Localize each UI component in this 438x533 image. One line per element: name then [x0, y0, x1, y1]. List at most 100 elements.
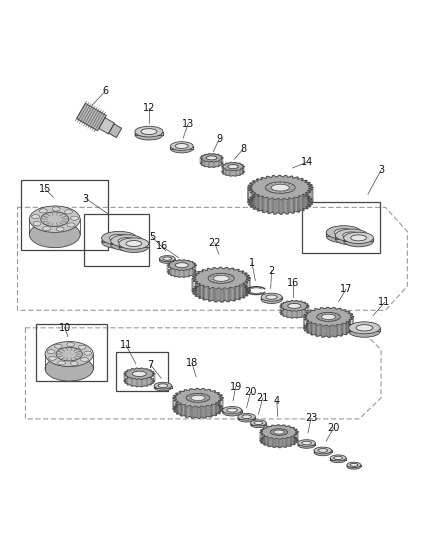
Ellipse shape [52, 207, 60, 211]
Ellipse shape [71, 216, 78, 220]
Ellipse shape [81, 358, 88, 361]
Polygon shape [336, 235, 343, 239]
Polygon shape [136, 241, 143, 245]
Polygon shape [314, 450, 318, 453]
Ellipse shape [326, 230, 361, 243]
Ellipse shape [154, 382, 172, 389]
Polygon shape [328, 450, 332, 453]
Polygon shape [277, 297, 282, 300]
Ellipse shape [67, 343, 74, 346]
Polygon shape [280, 307, 309, 318]
Text: 15: 15 [39, 183, 51, 193]
Ellipse shape [64, 210, 73, 214]
Text: 21: 21 [257, 393, 269, 403]
Ellipse shape [49, 356, 56, 360]
Ellipse shape [349, 325, 380, 337]
Ellipse shape [56, 348, 82, 361]
Ellipse shape [317, 312, 340, 321]
Ellipse shape [67, 223, 75, 227]
Polygon shape [167, 266, 196, 277]
Ellipse shape [111, 238, 143, 251]
Polygon shape [124, 368, 155, 379]
Polygon shape [129, 238, 137, 242]
Ellipse shape [170, 144, 193, 153]
Polygon shape [157, 132, 163, 135]
Text: 2: 2 [268, 266, 275, 276]
Ellipse shape [158, 384, 168, 387]
Polygon shape [248, 190, 313, 214]
Ellipse shape [39, 209, 47, 213]
Ellipse shape [318, 449, 328, 453]
Text: 5: 5 [149, 232, 155, 242]
Ellipse shape [261, 295, 282, 303]
Ellipse shape [330, 455, 346, 461]
Ellipse shape [102, 235, 137, 248]
Ellipse shape [334, 456, 343, 459]
Polygon shape [159, 259, 163, 260]
Ellipse shape [261, 293, 282, 301]
Ellipse shape [208, 273, 234, 284]
Ellipse shape [132, 371, 146, 376]
Polygon shape [326, 232, 334, 236]
Polygon shape [135, 132, 141, 135]
Ellipse shape [266, 295, 277, 300]
Ellipse shape [71, 361, 78, 366]
Polygon shape [251, 423, 254, 425]
Polygon shape [263, 423, 266, 425]
Text: 18: 18 [186, 358, 198, 368]
Ellipse shape [330, 457, 346, 463]
Polygon shape [373, 328, 380, 332]
Polygon shape [167, 260, 196, 271]
Polygon shape [77, 103, 106, 131]
Ellipse shape [270, 429, 288, 435]
Text: 17: 17 [340, 284, 352, 294]
Ellipse shape [119, 238, 149, 249]
Text: 10: 10 [59, 323, 71, 333]
Ellipse shape [32, 215, 39, 219]
Ellipse shape [336, 229, 368, 241]
Polygon shape [154, 386, 158, 387]
Polygon shape [360, 235, 368, 239]
Polygon shape [353, 232, 361, 236]
Ellipse shape [242, 415, 251, 418]
Ellipse shape [110, 235, 129, 241]
Text: 19: 19 [230, 382, 242, 392]
Ellipse shape [42, 227, 51, 231]
Polygon shape [349, 328, 356, 332]
Polygon shape [124, 375, 155, 387]
Ellipse shape [41, 212, 69, 227]
Ellipse shape [118, 238, 136, 244]
Ellipse shape [45, 356, 93, 381]
Polygon shape [102, 238, 110, 242]
Ellipse shape [314, 449, 332, 456]
Polygon shape [99, 118, 114, 134]
Ellipse shape [119, 241, 149, 253]
Bar [84, 214, 149, 265]
Ellipse shape [159, 256, 175, 262]
Ellipse shape [54, 344, 62, 348]
Polygon shape [223, 410, 227, 413]
Polygon shape [109, 124, 122, 138]
Ellipse shape [29, 221, 80, 248]
Ellipse shape [272, 184, 289, 191]
Text: 22: 22 [208, 238, 221, 248]
Text: 13: 13 [182, 119, 194, 128]
Polygon shape [280, 301, 309, 311]
Ellipse shape [186, 393, 210, 402]
Polygon shape [260, 425, 298, 439]
Polygon shape [330, 458, 334, 459]
Ellipse shape [254, 421, 263, 424]
Polygon shape [304, 318, 353, 337]
Ellipse shape [84, 351, 92, 355]
Ellipse shape [154, 384, 172, 391]
Polygon shape [192, 268, 250, 289]
Ellipse shape [29, 206, 80, 232]
Ellipse shape [298, 442, 315, 448]
Ellipse shape [347, 462, 361, 467]
Text: 7: 7 [148, 360, 154, 370]
Polygon shape [347, 465, 350, 466]
Polygon shape [311, 443, 315, 445]
Ellipse shape [102, 231, 137, 245]
Text: 12: 12 [143, 103, 155, 113]
Polygon shape [222, 163, 244, 171]
